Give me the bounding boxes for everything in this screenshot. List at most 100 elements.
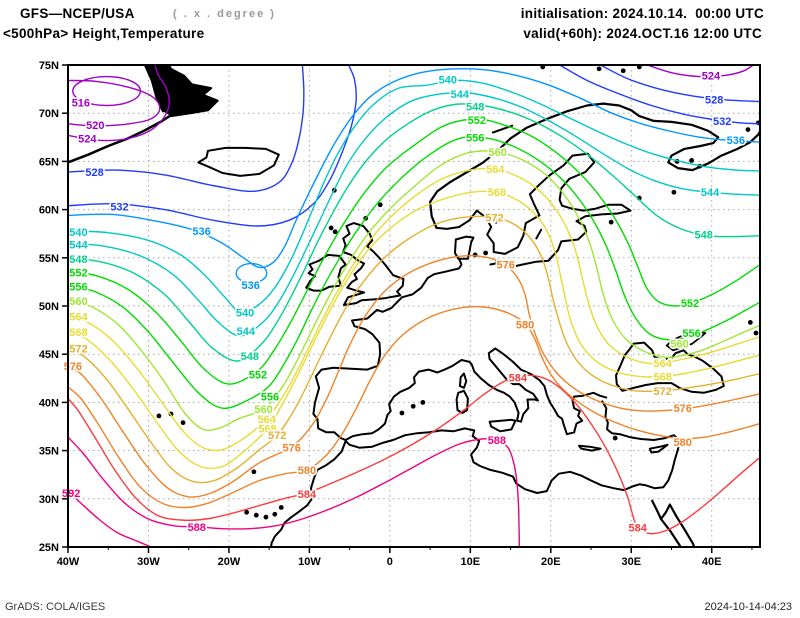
coastline-west-south-europe-coast [312, 257, 608, 441]
contour-label-572: 572 [653, 386, 671, 398]
island-or-lake-dot [612, 435, 618, 441]
contour-line-572 [68, 215, 760, 484]
contour-label-544: 544 [69, 239, 88, 251]
x-axis-label: 30E [621, 556, 641, 568]
coastline-red-sea-west-shore [659, 517, 683, 547]
contour-label-548: 548 [466, 101, 484, 113]
contour-label-552: 552 [249, 369, 267, 381]
island-or-lake-dot [410, 403, 416, 409]
coastline-corsica [458, 372, 468, 389]
island-or-lake-dot [156, 413, 162, 419]
contour-label-536: 536 [192, 226, 210, 238]
island-or-lake-dot [253, 512, 259, 518]
island-or-lake-dot [332, 229, 338, 235]
coastline-norway-arctic-coast [429, 102, 760, 229]
grads-credit: GrADS: COLA/IGES [5, 601, 106, 613]
contour-label-576: 576 [283, 443, 301, 455]
contour-label-576: 576 [674, 403, 692, 415]
island-or-lake-dot [272, 511, 278, 517]
contour-label-580: 580 [298, 465, 316, 477]
contour-line-564 [68, 167, 760, 452]
x-axis-label: 20W [218, 556, 241, 568]
x-axis-label: 0 [387, 556, 393, 568]
coastline-sicily [488, 418, 517, 433]
y-axis-label: 50N [39, 301, 59, 313]
contour-label-568: 568 [488, 187, 506, 199]
contour-label-544: 544 [237, 326, 256, 338]
contour-line-560 [68, 150, 760, 432]
contour-label-520: 520 [86, 120, 104, 132]
contour-label-556: 556 [261, 392, 279, 404]
island-or-lake-dot [745, 127, 751, 132]
contour-label-536: 536 [727, 135, 745, 147]
contour-line-520 [68, 79, 161, 127]
contour-label-540: 540 [236, 308, 254, 320]
contour-label-548: 548 [69, 254, 87, 266]
island-or-lake-dot [493, 218, 499, 224]
y-axis-label: 40N [39, 397, 59, 409]
contour-label-564: 564 [258, 414, 277, 426]
island-or-lake-dot [671, 189, 677, 195]
y-axis-label: 70N [39, 108, 59, 120]
contour-label-592: 592 [62, 488, 80, 500]
axes: 75N 70N 65N 60N 55N 50N 45N 40N 35N 30N 25N 40W 30W 2… [39, 60, 753, 568]
contour-line-536 [235, 262, 268, 284]
valid-time: valid(+60h): 2024.OCT.16 12:00 UTC [523, 26, 762, 41]
coastline-sardinia [455, 389, 469, 414]
coastline-iceland [197, 146, 280, 177]
contour-line-532 [558, 65, 760, 125]
contour-label-524: 524 [78, 133, 97, 145]
island-or-lake-dot [747, 319, 753, 325]
coastline-ireland [305, 253, 347, 292]
contour-lines [68, 65, 760, 547]
contour-line-588 [68, 436, 521, 547]
contour-label-548: 548 [241, 351, 259, 363]
contour-label-536: 536 [241, 280, 259, 292]
contour-label-552: 552 [681, 298, 699, 310]
contour-label-584: 584 [509, 372, 528, 384]
coastline-greenland-mass [143, 65, 219, 118]
resolution-note: ( . x . degree ) [173, 8, 276, 20]
model-title: GFS—NCEP/USA [20, 6, 135, 21]
contour-label-556: 556 [466, 132, 484, 144]
y-axis-label: 75N [39, 60, 59, 72]
coastline-denmark [454, 235, 475, 260]
contour-label-584: 584 [629, 523, 648, 535]
contour-label-528: 528 [705, 95, 723, 107]
contour-label-564: 564 [486, 164, 505, 176]
island-or-lake-dot [540, 65, 546, 70]
contour-label-584: 584 [298, 489, 317, 501]
contour-label-544: 544 [701, 187, 720, 199]
island-or-lake-dot [244, 509, 250, 515]
contour-line-568 [68, 190, 760, 470]
island-or-lake-dot [689, 158, 695, 163]
coastline-cyprus [648, 443, 669, 454]
contour-label-528: 528 [85, 167, 103, 179]
y-axis-label: 65N [39, 156, 59, 168]
coastline-great-britain [342, 222, 405, 306]
contour-line-592 [68, 490, 153, 547]
island-or-lake-dot [180, 420, 186, 426]
contour-label-516: 516 [72, 98, 90, 110]
y-axis-label: 45N [39, 349, 59, 361]
y-axis-label: 60N [39, 205, 59, 217]
x-axis-label: 30W [137, 556, 160, 568]
contour-label-540: 540 [439, 74, 457, 86]
island-or-lake-dot [596, 66, 602, 72]
contour-line-532 [68, 65, 357, 227]
contour-labels: 5165205245245285285325325365365365405405… [60, 69, 746, 536]
contour-label-580: 580 [516, 319, 534, 331]
contour-line-548 [68, 103, 760, 362]
contour-label-560: 560 [670, 339, 688, 351]
x-axis-label: 10W [298, 556, 321, 568]
island-or-lake-dot [483, 250, 489, 256]
coastline-gulf-of-suez [651, 499, 663, 521]
island-or-lake-dot [328, 225, 334, 231]
contour-label-556: 556 [682, 328, 700, 340]
contour-label-524: 524 [702, 71, 721, 83]
contour-label-540: 540 [69, 227, 87, 239]
island-or-lake-dot [263, 514, 269, 520]
contour-line-524 [645, 65, 755, 78]
